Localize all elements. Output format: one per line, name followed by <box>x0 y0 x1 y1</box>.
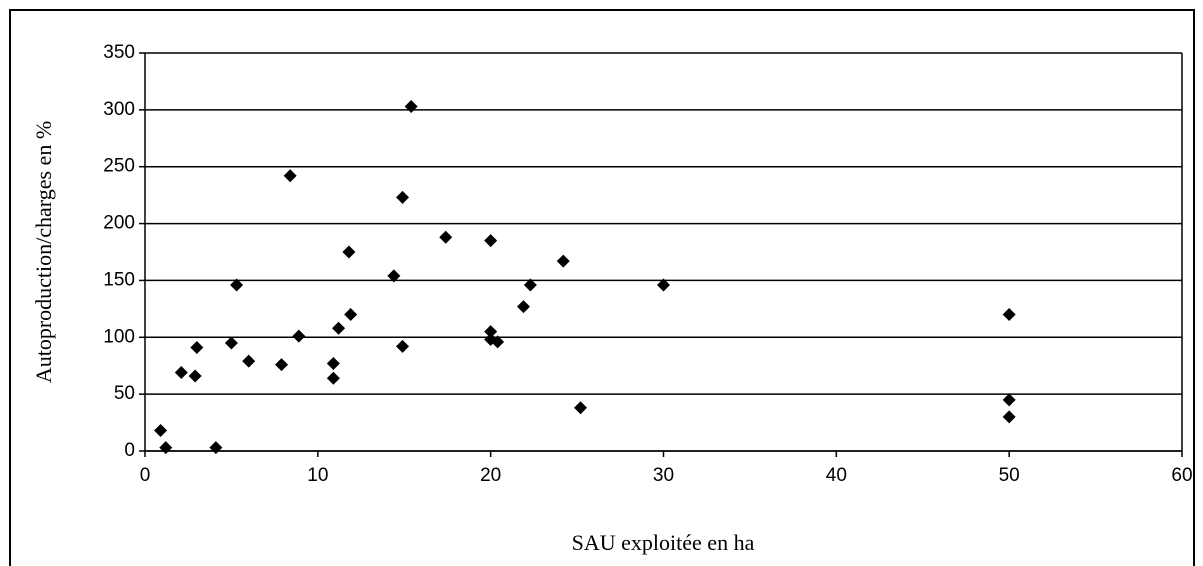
x-tick-label: 10 <box>307 465 328 486</box>
point <box>439 230 453 244</box>
y-tick-label: 350 <box>103 42 135 63</box>
x-axis-title: SAU exploitée en ha <box>572 530 755 555</box>
point <box>396 339 410 353</box>
point <box>275 358 289 372</box>
x-tick-label: 50 <box>999 465 1020 486</box>
point <box>159 441 173 455</box>
point <box>292 329 306 343</box>
point <box>484 325 498 339</box>
point <box>332 321 346 335</box>
point <box>1002 410 1016 424</box>
point <box>574 401 588 415</box>
point <box>342 245 356 259</box>
y-tick-label: 50 <box>114 383 135 404</box>
y-axis-title: Autoproduction/charges en % <box>31 121 56 383</box>
y-tick-label: 250 <box>103 156 135 177</box>
point <box>387 269 401 283</box>
point <box>556 254 570 268</box>
point <box>326 371 340 385</box>
point <box>517 300 531 314</box>
x-tick-label: 30 <box>653 465 674 486</box>
point <box>1002 308 1016 322</box>
y-tick-label: 200 <box>103 213 135 234</box>
point <box>174 366 188 380</box>
point <box>188 369 202 383</box>
x-tick-label: 0 <box>140 465 151 486</box>
point <box>657 278 670 292</box>
x-tick-label: 20 <box>480 465 501 486</box>
y-tick-label: 150 <box>103 269 135 290</box>
point <box>404 99 418 113</box>
point <box>242 354 256 368</box>
point <box>154 424 168 438</box>
x-tick-label: 40 <box>826 465 847 486</box>
point <box>1002 393 1016 407</box>
y-tick-label: 100 <box>103 326 135 347</box>
point <box>396 190 410 204</box>
point <box>283 169 297 183</box>
point <box>491 335 505 349</box>
point <box>484 234 498 248</box>
point <box>326 356 340 370</box>
point <box>224 336 238 350</box>
y-tick-label: 0 <box>124 440 135 461</box>
point <box>190 341 204 355</box>
chart-border <box>9 9 1195 566</box>
point <box>209 441 223 455</box>
point <box>230 278 244 292</box>
point <box>523 278 537 292</box>
y-tick-label: 300 <box>103 99 135 120</box>
point <box>344 308 358 322</box>
x-tick-label: 60 <box>1171 465 1192 486</box>
